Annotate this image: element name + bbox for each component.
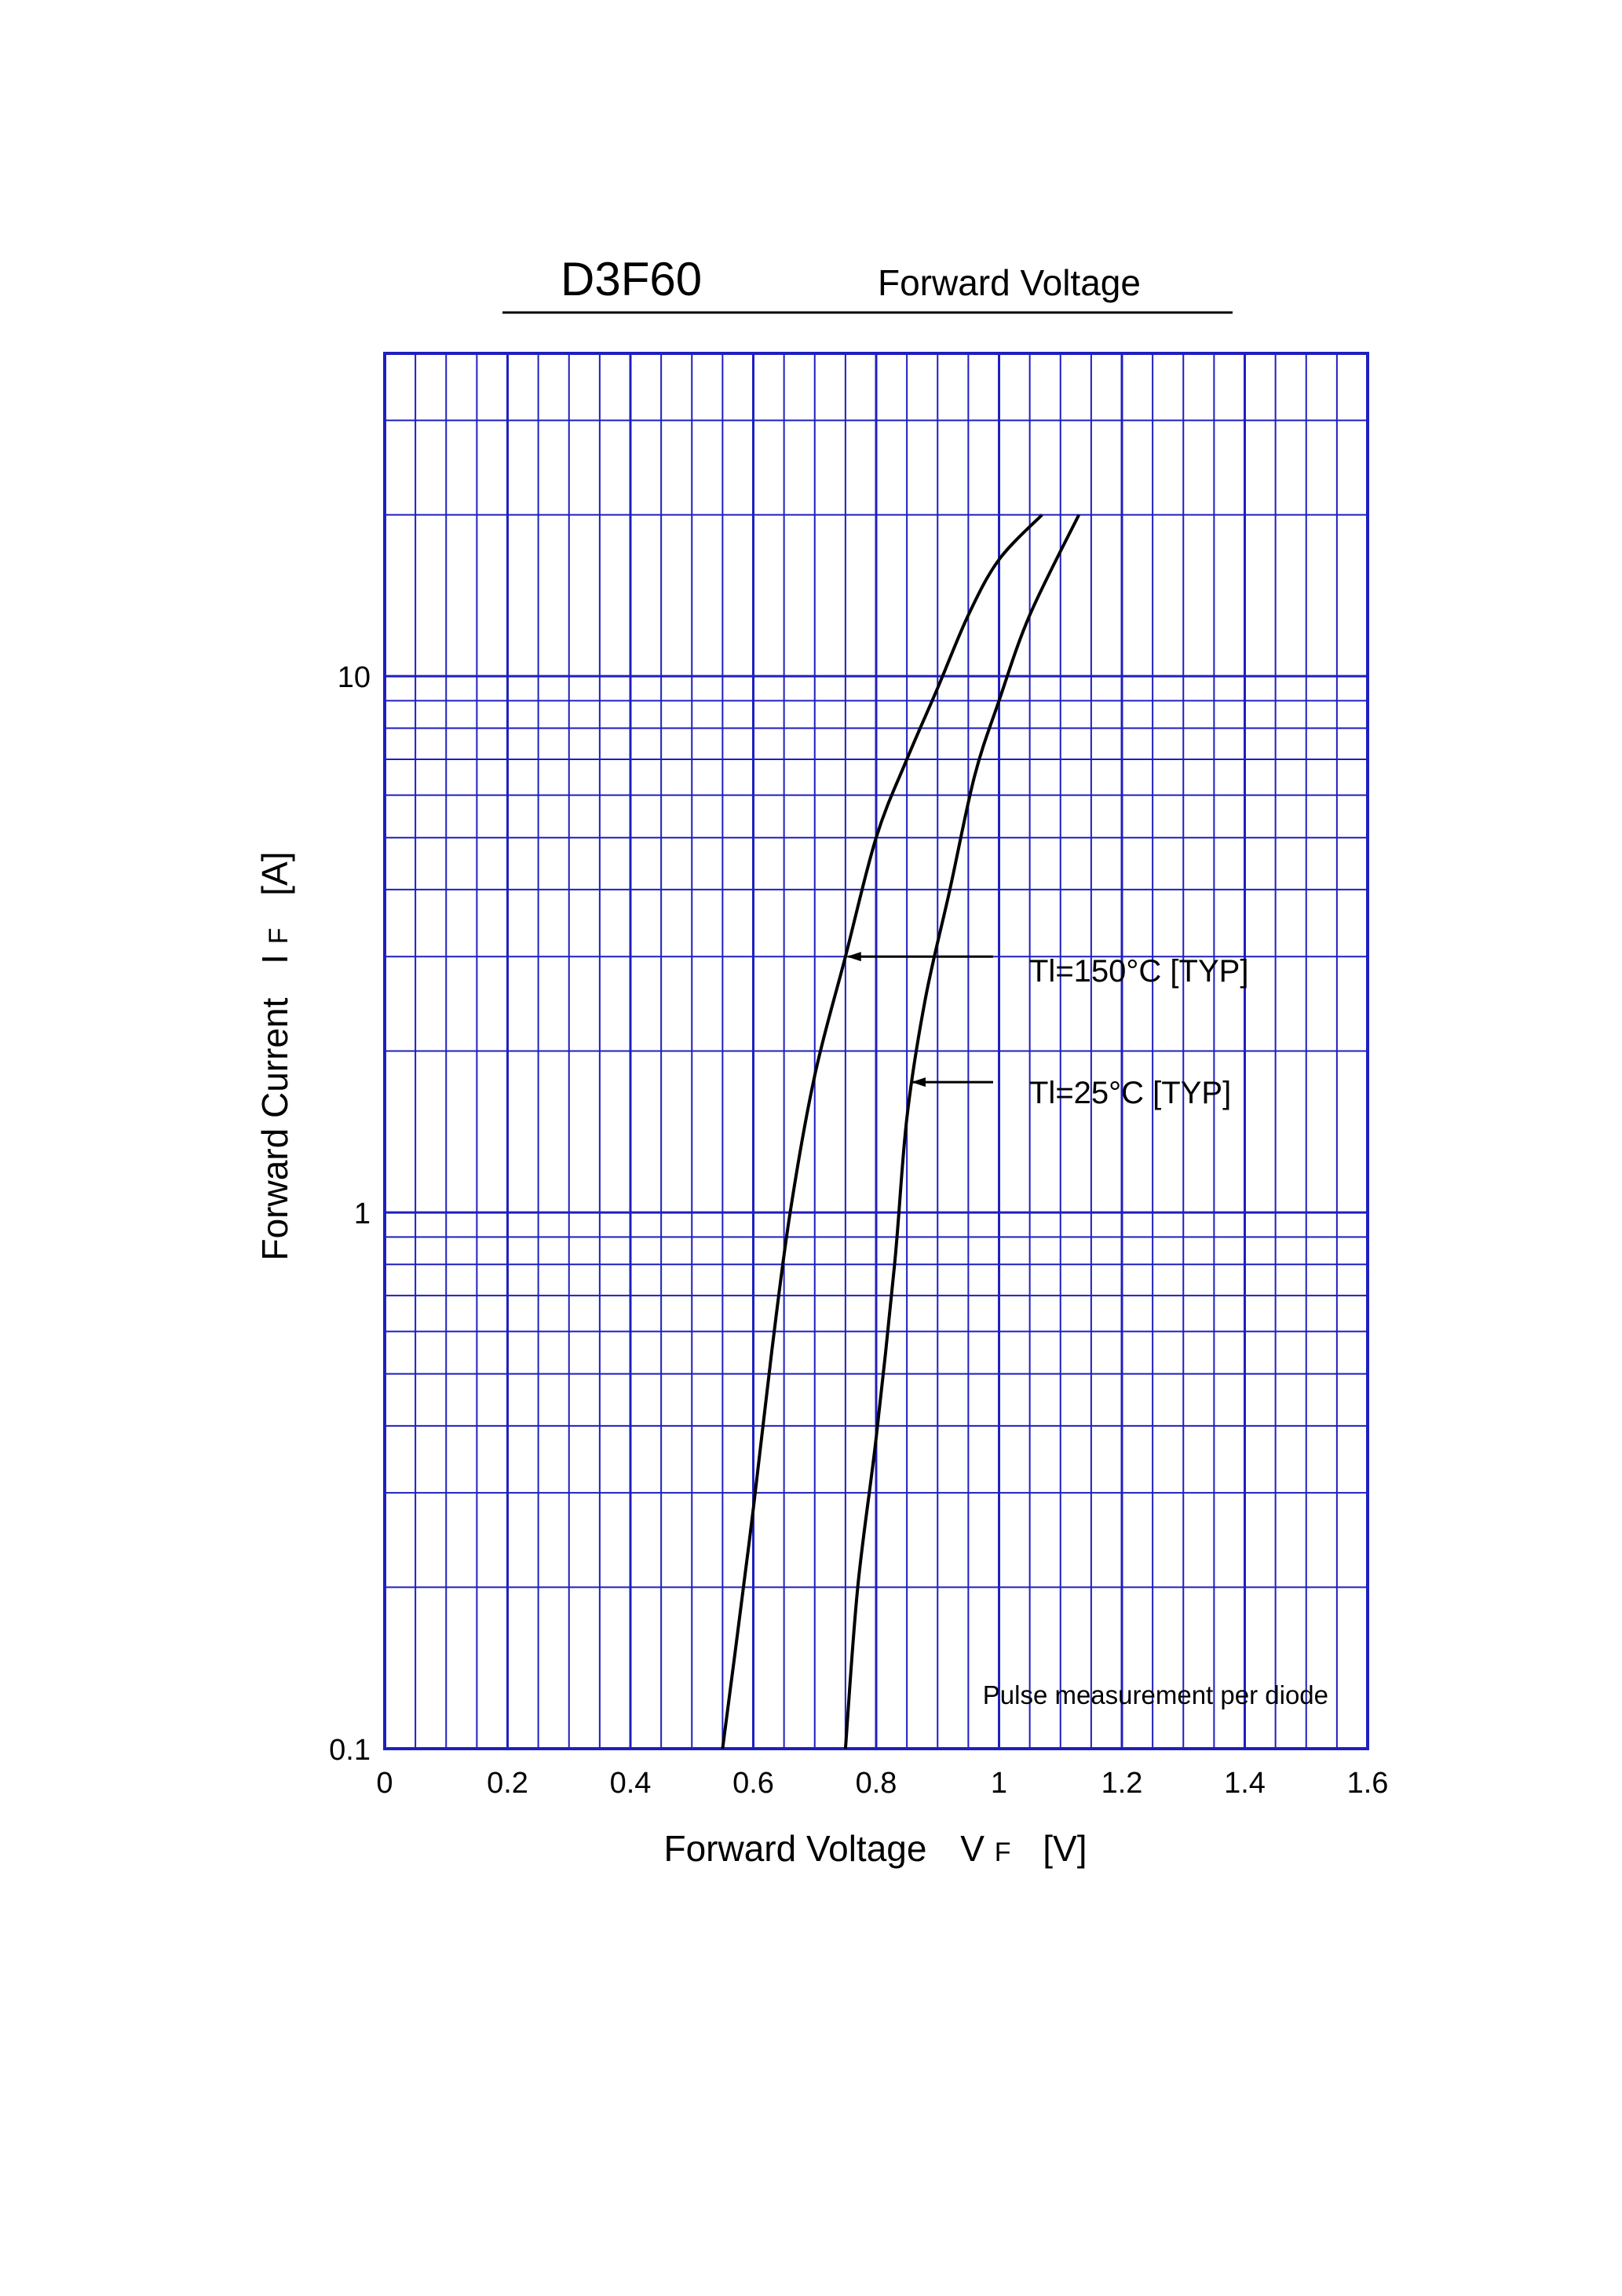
x-axis-label-unit: [V] <box>1043 1828 1087 1869</box>
y-axis-label: Forward Current I F [A] <box>254 851 295 1260</box>
y-axis-label-symbol: I <box>254 954 295 964</box>
annotation-label: Tl=150°C [TYP] <box>1029 954 1248 989</box>
annotation-label: Tl=25°C [TYP] <box>1029 1076 1231 1110</box>
x-tick-label: 0.4 <box>610 1767 652 1800</box>
chart-title: D3F60 <box>561 253 702 305</box>
annotations: Tl=150°C [TYP] Tl=25°C [TYP] <box>846 952 1248 1110</box>
x-axis-label-symbol: V <box>960 1828 985 1869</box>
x-tick-labels: 0 0.2 0.4 0.6 0.8 1 1.2 1.4 1.6 <box>376 1767 1388 1800</box>
y-tick-label: 1 <box>354 1197 371 1230</box>
y-tick-label: 0.1 <box>329 1734 371 1767</box>
x-tick-label: 0.6 <box>732 1767 774 1800</box>
x-tick-label: 1.2 <box>1101 1767 1143 1800</box>
y-axis-label-text: Forward Current <box>254 997 295 1260</box>
x-axis-label: Forward Voltage V F [V] <box>663 1828 1087 1869</box>
plot-frame <box>383 352 1369 1750</box>
series-line-tl-150c <box>721 514 1043 1749</box>
x-tick-label: 1.4 <box>1224 1767 1266 1800</box>
x-tick-label: 0 <box>376 1767 393 1800</box>
y-tick-labels: 0.1 1 10 <box>329 661 371 1767</box>
x-tick-label: 0.2 <box>487 1767 528 1800</box>
y-tick-label: 10 <box>338 661 371 694</box>
plot-curves <box>721 514 1081 1749</box>
x-tick-label: 0.8 <box>856 1767 897 1800</box>
x-tick-label: 1 <box>991 1767 1007 1800</box>
plot-grid <box>383 352 1369 1750</box>
x-tick-label: 1.6 <box>1347 1767 1389 1800</box>
x-axis-label-sub: F <box>995 1837 1011 1867</box>
chart-subtitle: Forward Voltage <box>878 262 1141 303</box>
y-axis-label-sub: F <box>264 928 294 945</box>
x-axis-label-text: Forward Voltage <box>663 1828 926 1869</box>
y-axis-label-unit: [A] <box>254 851 295 895</box>
series-line-tl-25c <box>843 514 1081 1749</box>
measurement-note: Pulse measurement per diode <box>983 1680 1328 1709</box>
